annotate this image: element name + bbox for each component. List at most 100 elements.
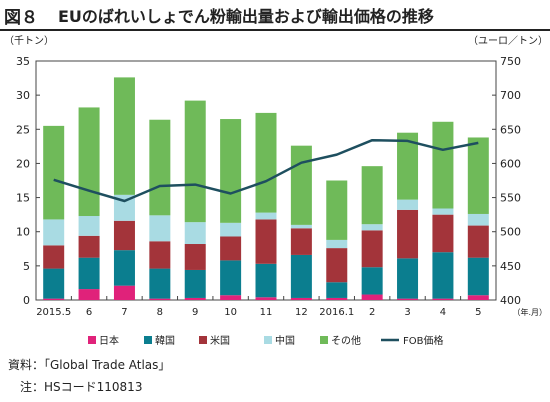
bar-segment	[220, 236, 242, 261]
right-axis-label: （ユーロ／トン）	[468, 35, 548, 47]
x-tick-label: 2015.5	[36, 307, 71, 318]
x-tick-label: 10	[224, 307, 237, 318]
left-tick-label: 25	[16, 123, 30, 136]
chart-title: EUのばれいしょでん粉輸出量および輸出価格の推移	[58, 7, 434, 26]
bar-segment	[432, 208, 454, 215]
bar-segment	[467, 137, 489, 214]
bar-segment	[467, 295, 489, 300]
bar-segment	[43, 125, 65, 220]
bar-segment	[326, 180, 348, 240]
bar-segment	[432, 121, 454, 209]
bar-segment	[397, 298, 419, 300]
right-tick-label: 650	[500, 123, 521, 136]
left-tick-label: 30	[16, 89, 30, 102]
bar-segment	[326, 248, 348, 283]
bar-segment	[290, 224, 312, 229]
legend-label: 中国	[275, 334, 295, 347]
right-tick-label: 600	[500, 157, 521, 170]
bar-segment	[397, 199, 419, 210]
x-tick-label: 11	[260, 307, 273, 318]
bar-segment	[113, 285, 135, 300]
bar-segment	[397, 258, 419, 299]
bar-segment	[149, 215, 171, 242]
left-tick-label: 10	[16, 226, 30, 239]
legend-swatch	[320, 336, 328, 344]
left-tick-label: 15	[16, 192, 30, 205]
bar-segment	[290, 228, 312, 255]
bar-segment	[432, 298, 454, 300]
x-tick-label: 12	[295, 307, 308, 318]
bar-segment	[290, 297, 312, 300]
bar-segment	[113, 250, 135, 286]
x-tick-label: 7	[121, 307, 127, 318]
bar-segment	[149, 298, 171, 300]
bar-segment	[149, 241, 171, 269]
left-tick-label: 20	[16, 157, 30, 170]
bar-segment	[184, 100, 206, 223]
legend: 日本 韓国 米国 中国 その他 FOB価格	[88, 334, 443, 347]
bar-segment	[255, 219, 277, 264]
bar-segment	[467, 225, 489, 258]
bar-segment	[467, 257, 489, 296]
legend-swatch	[88, 336, 96, 344]
hs-code-note: 注：HSコード110813	[20, 380, 143, 394]
left-axis-label: （千トン）	[4, 35, 54, 47]
figure-header: 図８ EUのばれいしょでん粉輸出量および輸出価格の推移	[0, 0, 550, 30]
legend-swatch	[144, 336, 152, 344]
bar-segment	[290, 145, 312, 225]
x-unit-label: （年.月）	[512, 307, 547, 317]
bar-segment	[220, 222, 242, 237]
x-tick-label: 8	[157, 307, 163, 318]
figure-number: 図８	[4, 8, 38, 28]
bar-segment	[255, 263, 277, 298]
legend-label: 米国	[210, 334, 230, 347]
bar-segment	[326, 297, 348, 300]
bar-segment	[43, 298, 65, 300]
bar-segment	[184, 269, 206, 298]
bar-segment	[78, 257, 100, 290]
bar-segment	[220, 295, 242, 300]
bar-segment	[149, 268, 171, 299]
price-line-layer	[53, 138, 479, 203]
bar-segment	[220, 260, 242, 296]
bar-segment	[397, 132, 419, 200]
legend-label: 日本	[99, 334, 119, 347]
bar-segment	[361, 166, 383, 225]
bar-segment	[432, 252, 454, 299]
x-tick-label: 2016.1	[319, 307, 354, 318]
bar-segment	[361, 294, 383, 300]
bar-segment	[290, 254, 312, 298]
bar-segment	[78, 289, 100, 300]
bar-segment	[361, 267, 383, 295]
bar-segment	[78, 107, 100, 217]
bar-segment	[43, 268, 65, 299]
bar-segment	[361, 230, 383, 268]
axes: （千トン） （ユーロ／トン）051015202530354004505005506…	[4, 35, 548, 318]
export-chart: （千トン） （ユーロ／トン）051015202530354004505005506…	[4, 35, 548, 347]
title-underline	[0, 29, 550, 31]
left-tick-label: 35	[16, 55, 30, 68]
bar-segment	[467, 213, 489, 226]
bar-segment	[113, 220, 135, 251]
right-tick-label: 400	[500, 294, 521, 307]
bar-segment	[361, 224, 383, 231]
bar-segment	[113, 194, 135, 221]
left-tick-label: 5	[23, 260, 30, 273]
x-tick-label: 2	[369, 307, 375, 318]
right-tick-label: 500	[500, 226, 521, 239]
bar-segment	[432, 214, 454, 253]
bar-stacks	[43, 77, 489, 300]
x-tick-label: 5	[475, 307, 481, 318]
right-tick-label: 450	[500, 260, 521, 273]
bar-segment	[113, 77, 135, 195]
x-tick-label: 6	[86, 307, 92, 318]
bar-segment	[255, 212, 277, 220]
bar-segment	[220, 119, 242, 223]
bar-segment	[43, 219, 65, 246]
legend-label: その他	[331, 334, 361, 347]
x-tick-label: 9	[192, 307, 198, 318]
bar-segment	[326, 239, 348, 249]
bar-segment	[326, 282, 348, 298]
bar-segment	[149, 119, 171, 216]
x-tick-label: 4	[440, 307, 446, 318]
